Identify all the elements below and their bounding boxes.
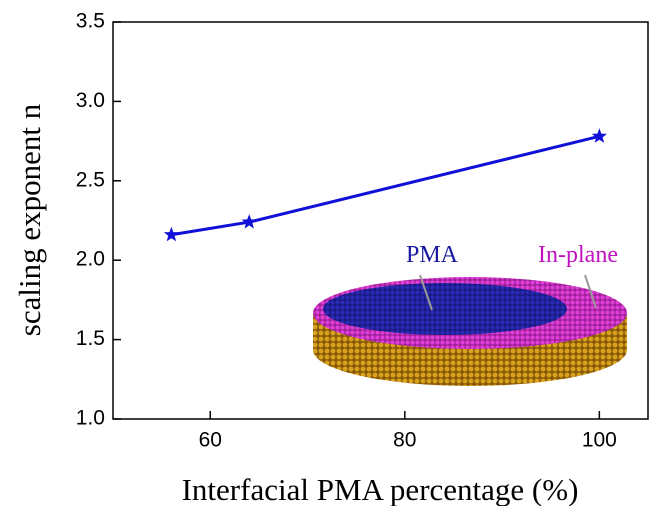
x-tick-label: 100 — [582, 429, 617, 452]
inset-disk — [313, 274, 627, 386]
y-axis-title: scaling exponent n — [12, 103, 47, 336]
line-series — [171, 134, 600, 237]
y-tick-label: 1.0 — [76, 407, 105, 430]
x-tick-label: 60 — [199, 429, 222, 452]
star-marker — [163, 226, 179, 242]
x-tick-label: 80 — [393, 429, 416, 452]
y-tick-label: 3.0 — [76, 89, 105, 112]
y-tick-label: 1.5 — [76, 327, 105, 350]
annotation: PMA — [406, 242, 459, 268]
y-tick-label: 2.5 — [76, 168, 105, 191]
y-tick-label: 3.5 — [76, 10, 105, 33]
star-marker — [241, 214, 257, 229]
y-tick-label: 2.0 — [76, 248, 105, 271]
plot-frame — [112, 21, 649, 420]
annotation: In-plane — [538, 242, 618, 268]
star-marker — [591, 128, 607, 143]
x-axis-title: Interfacial PMA percentage (%) — [182, 472, 579, 506]
